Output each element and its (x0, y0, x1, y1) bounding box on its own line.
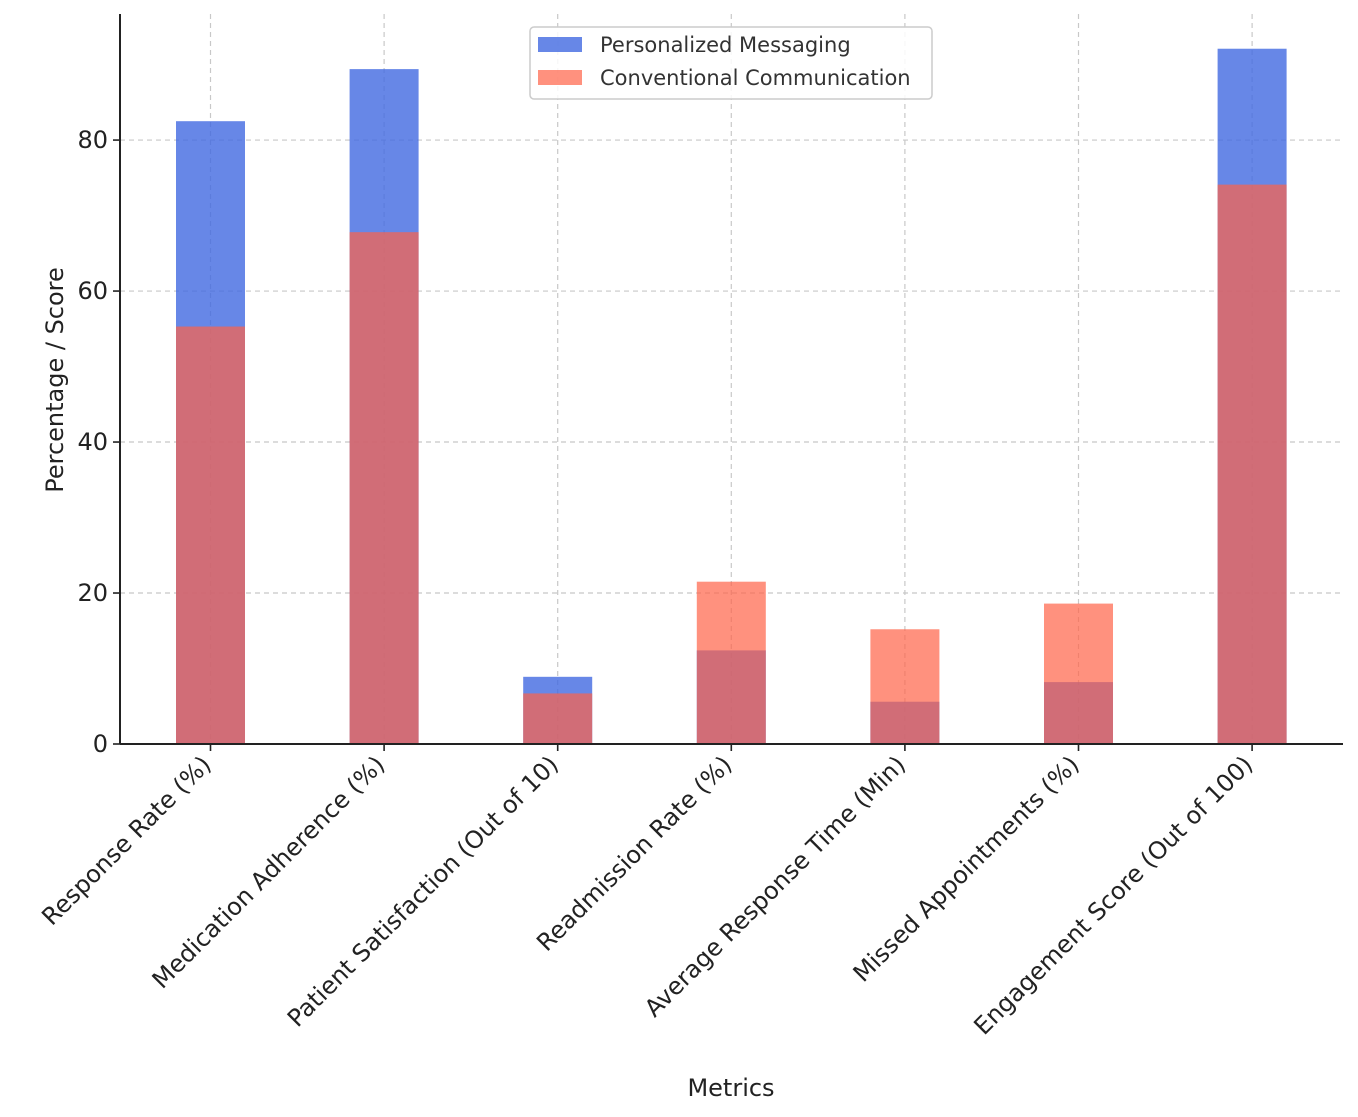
y-tick-label: 80 (77, 126, 108, 154)
legend-swatch-personalized (538, 37, 582, 52)
bar-conventional-communication (696, 581, 766, 744)
bar-conventional-communication (523, 693, 593, 744)
legend-label-personalized: Personalized Messaging (600, 33, 851, 57)
legend-swatch-conventional (538, 70, 582, 85)
y-axis-title: Percentage / Score (41, 267, 69, 493)
y-tick-label: 60 (77, 277, 108, 305)
y-tick-label: 20 (77, 579, 108, 607)
legend: Personalized Messaging Conventional Comm… (529, 26, 933, 100)
x-tick-label: Readmission Rate (%) (531, 750, 737, 956)
x-tick-label: Response Rate (%) (36, 750, 216, 930)
y-tick-label: 40 (77, 428, 108, 456)
bar-conventional-communication (1217, 184, 1287, 745)
x-axis-title: Metrics (687, 1074, 774, 1102)
y-tick-label: 0 (93, 730, 108, 758)
bar-conventional-communication (176, 326, 245, 744)
x-tick-label: Patient Satisfaction (Out of 10) (282, 750, 564, 1032)
bar-conventional-communication (349, 232, 419, 744)
legend-frame (529, 26, 933, 100)
bar-conventional-communication (870, 629, 940, 744)
x-tick-label: Engagement Score (Out of 100) (968, 750, 1258, 1040)
bar-conventional-communication (1044, 603, 1113, 744)
bars (176, 48, 1287, 745)
legend-label-conventional: Conventional Communication (600, 66, 911, 90)
